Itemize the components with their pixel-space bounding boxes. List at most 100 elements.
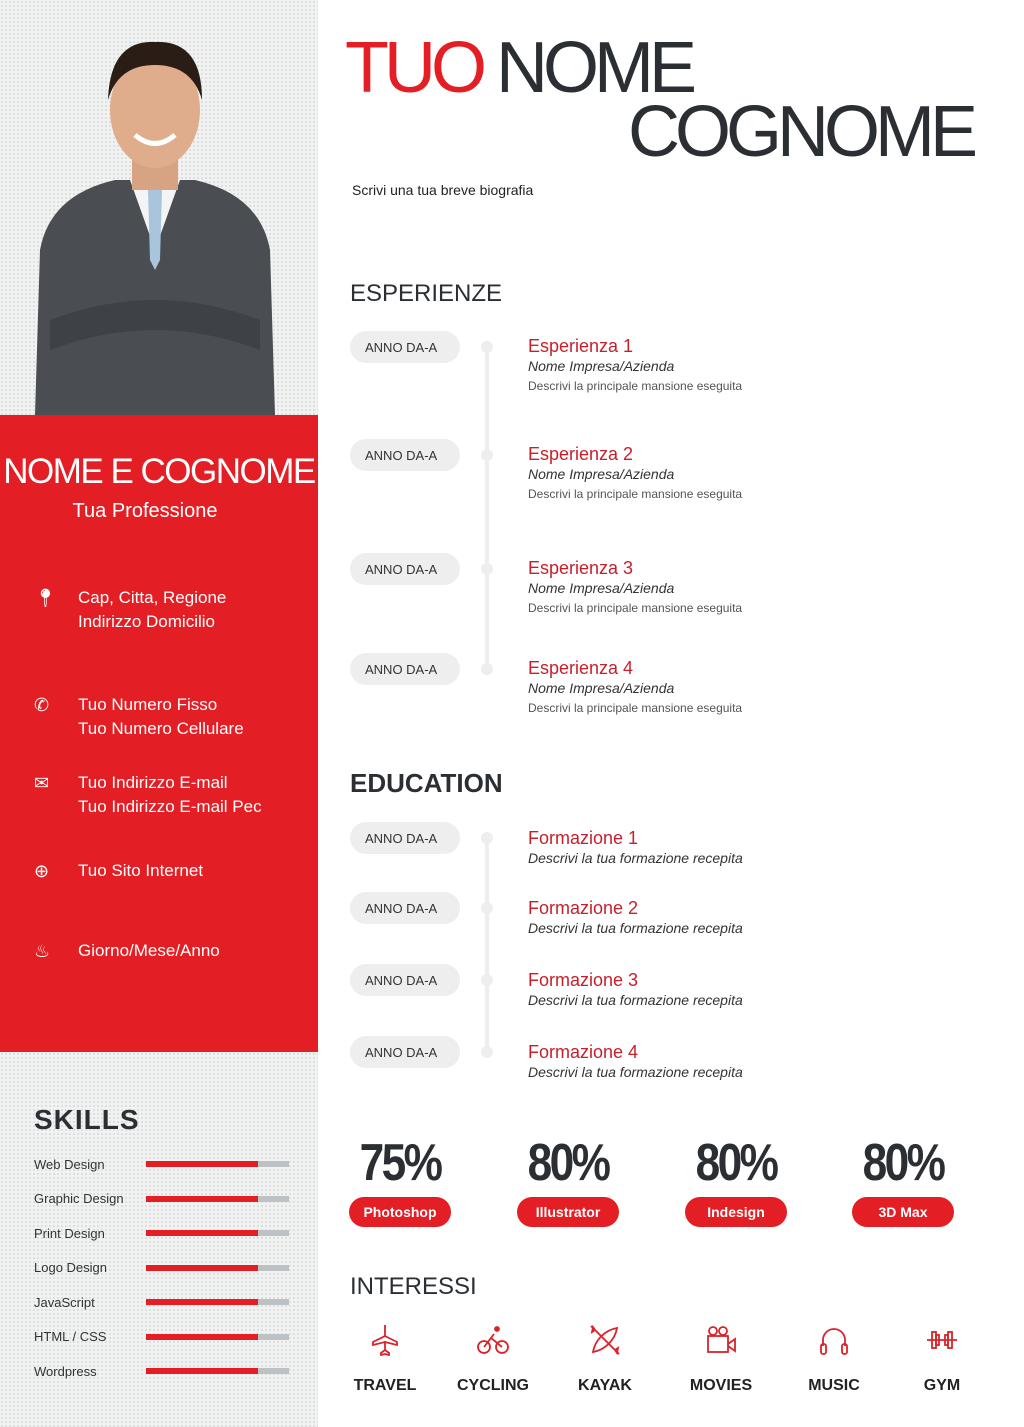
experience-year: ANNO DA-A [350,331,460,363]
interest-label: KAYAK [578,1377,632,1394]
contact-address: 📍︎ Cap, Citta, Regione Indirizzo Domicilio [30,586,226,634]
bio: Scrivi una tua breve biografia [352,182,534,198]
experience-desc: Descrivi la principale mansione eseguita [528,601,743,615]
experience-year: ANNO DA-A [350,439,460,471]
movie-camera-icon [707,1326,736,1353]
skill-bar-fill [146,1161,258,1167]
timeline-dot [481,1046,493,1058]
interests-title: INTERESSI [350,1273,477,1300]
interest-item: MOVIES [671,1322,771,1395]
experience-title: Esperienza 1 [528,336,634,356]
skill-bar-fill [146,1368,258,1374]
skill-bar [146,1195,289,1202]
skill-bar-fill [146,1299,258,1305]
contact-line: Indirizzo Domicilio [78,612,215,631]
interest-item: KAYAK [555,1322,655,1395]
timeline-dot [481,341,493,353]
education-desc: Descrivi la tua formazione recepita [528,920,743,936]
skill-bar-fill [146,1195,258,1202]
experience-company: Nome Impresa/Azienda [528,358,675,374]
timeline-dot [481,974,493,986]
experience-item: Esperienza 1 Nome Impresa/Azienda Descrivi… [528,336,742,393]
experience-timeline [485,345,489,670]
globe-icon: ⊕ [34,861,50,881]
software-skill: 75% Photoshop [330,1137,470,1227]
timeline-dot [481,663,493,675]
experience-title: Esperienza 3 [528,558,634,578]
interest-item: MUSIC [784,1322,884,1395]
profile-panel [0,415,318,1052]
skill-row: Wordpress [34,1361,290,1381]
skill-bar [146,1230,289,1236]
timeline-dot [481,563,493,575]
timeline-dot [481,449,493,461]
bicycle-icon [477,1326,509,1354]
skill-bar [146,1161,289,1167]
interest-item: CYCLING [443,1322,543,1395]
headline: TUO NOME [345,32,697,104]
education-item: Formazione 2 Descrivi la tua formazione r… [528,898,743,936]
skill-row: Logo Design [34,1258,290,1278]
phone-icon: ✆ [34,695,50,715]
kayak-icon [590,1324,620,1356]
contact-email: ✉ Tuo Indirizzo E-mail Tuo Indirizzo E-mai… [30,771,262,819]
education-item: Formazione 3 Descrivi la tua formazione r… [528,970,743,1008]
contact-line: Tuo Numero Cellulare [78,719,244,738]
software-percent: 75% [359,1134,443,1192]
skill-bar [146,1333,289,1340]
education-item: Formazione 4 Descrivi la tua formazione r… [528,1042,743,1080]
skill-row: Graphic Design [34,1189,290,1209]
education-year: ANNO DA-A [350,1036,460,1068]
interest-label: MOVIES [689,1377,753,1394]
skill-bar-fill [146,1264,258,1271]
skill-label: Web Design [34,1156,105,1172]
dumbbell-icon [927,1331,957,1349]
skill-label: Graphic Design [34,1191,124,1206]
skill-bar [146,1368,289,1374]
skill-label: Wordpress [34,1363,97,1379]
skill-bar-fill [146,1230,258,1236]
education-year: ANNO DA-A [350,892,460,924]
envelope-icon: ✉ [34,773,50,793]
headphones-icon [820,1328,848,1355]
profile-name: NOME E COGNOME [3,452,316,491]
interest-label: CYCLING [457,1377,529,1394]
experience-company: Nome Impresa/Azienda [528,466,675,482]
skill-label: Logo Design [34,1260,107,1275]
interest-label: TRAVEL [353,1377,417,1394]
software-label: Indesign [685,1197,787,1227]
contact-birthday: ♨ Giorno/Mese/Anno [30,939,220,963]
software-percent: 80% [695,1134,779,1192]
experience-title: Esperienza 2 [528,444,634,464]
contact-line: Tuo Numero Fisso [78,695,218,714]
education-title: Formazione 4 [528,1042,639,1062]
software-skill: 80% Indesign [666,1137,806,1227]
timeline-dot [481,832,493,844]
contact-line: Tuo Indirizzo E-mail Pec [78,797,262,816]
experience-desc: Descrivi la principale mansione eseguita [528,379,743,393]
education-desc: Descrivi la tua formazione recepita [528,1064,743,1080]
profile-photo [35,41,275,415]
skill-row: HTML / CSS [34,1327,290,1347]
timeline-dot [481,902,493,914]
contact-line: Tuo Indirizzo E-mail [78,773,228,792]
headline-first: TUO [345,28,487,108]
skill-row: Print Design [34,1223,290,1243]
software-label: Photoshop [349,1197,451,1227]
profile-profession: Tua Professione [72,500,218,522]
experience-company: Nome Impresa/Azienda [528,680,675,696]
interest-item: GYM [892,1322,992,1395]
experience-year: ANNO DA-A [350,653,460,685]
birthday-cake-icon: ♨ [34,941,51,961]
skill-bar [146,1299,289,1305]
education-year: ANNO DA-A [350,964,460,996]
interest-label: MUSIC [808,1377,860,1394]
software-percent: 80% [862,1134,946,1192]
skill-label: HTML / CSS [34,1329,107,1344]
airplane-icon [372,1325,398,1357]
contact-line: Cap, Citta, Regione [78,588,227,607]
experience-item: Esperienza 2 Nome Impresa/Azienda Descrivi… [528,444,742,501]
skill-row: Web Design [34,1154,290,1174]
education-title: Formazione 2 [528,898,639,918]
education-desc: Descrivi la tua formazione recepita [528,850,743,866]
